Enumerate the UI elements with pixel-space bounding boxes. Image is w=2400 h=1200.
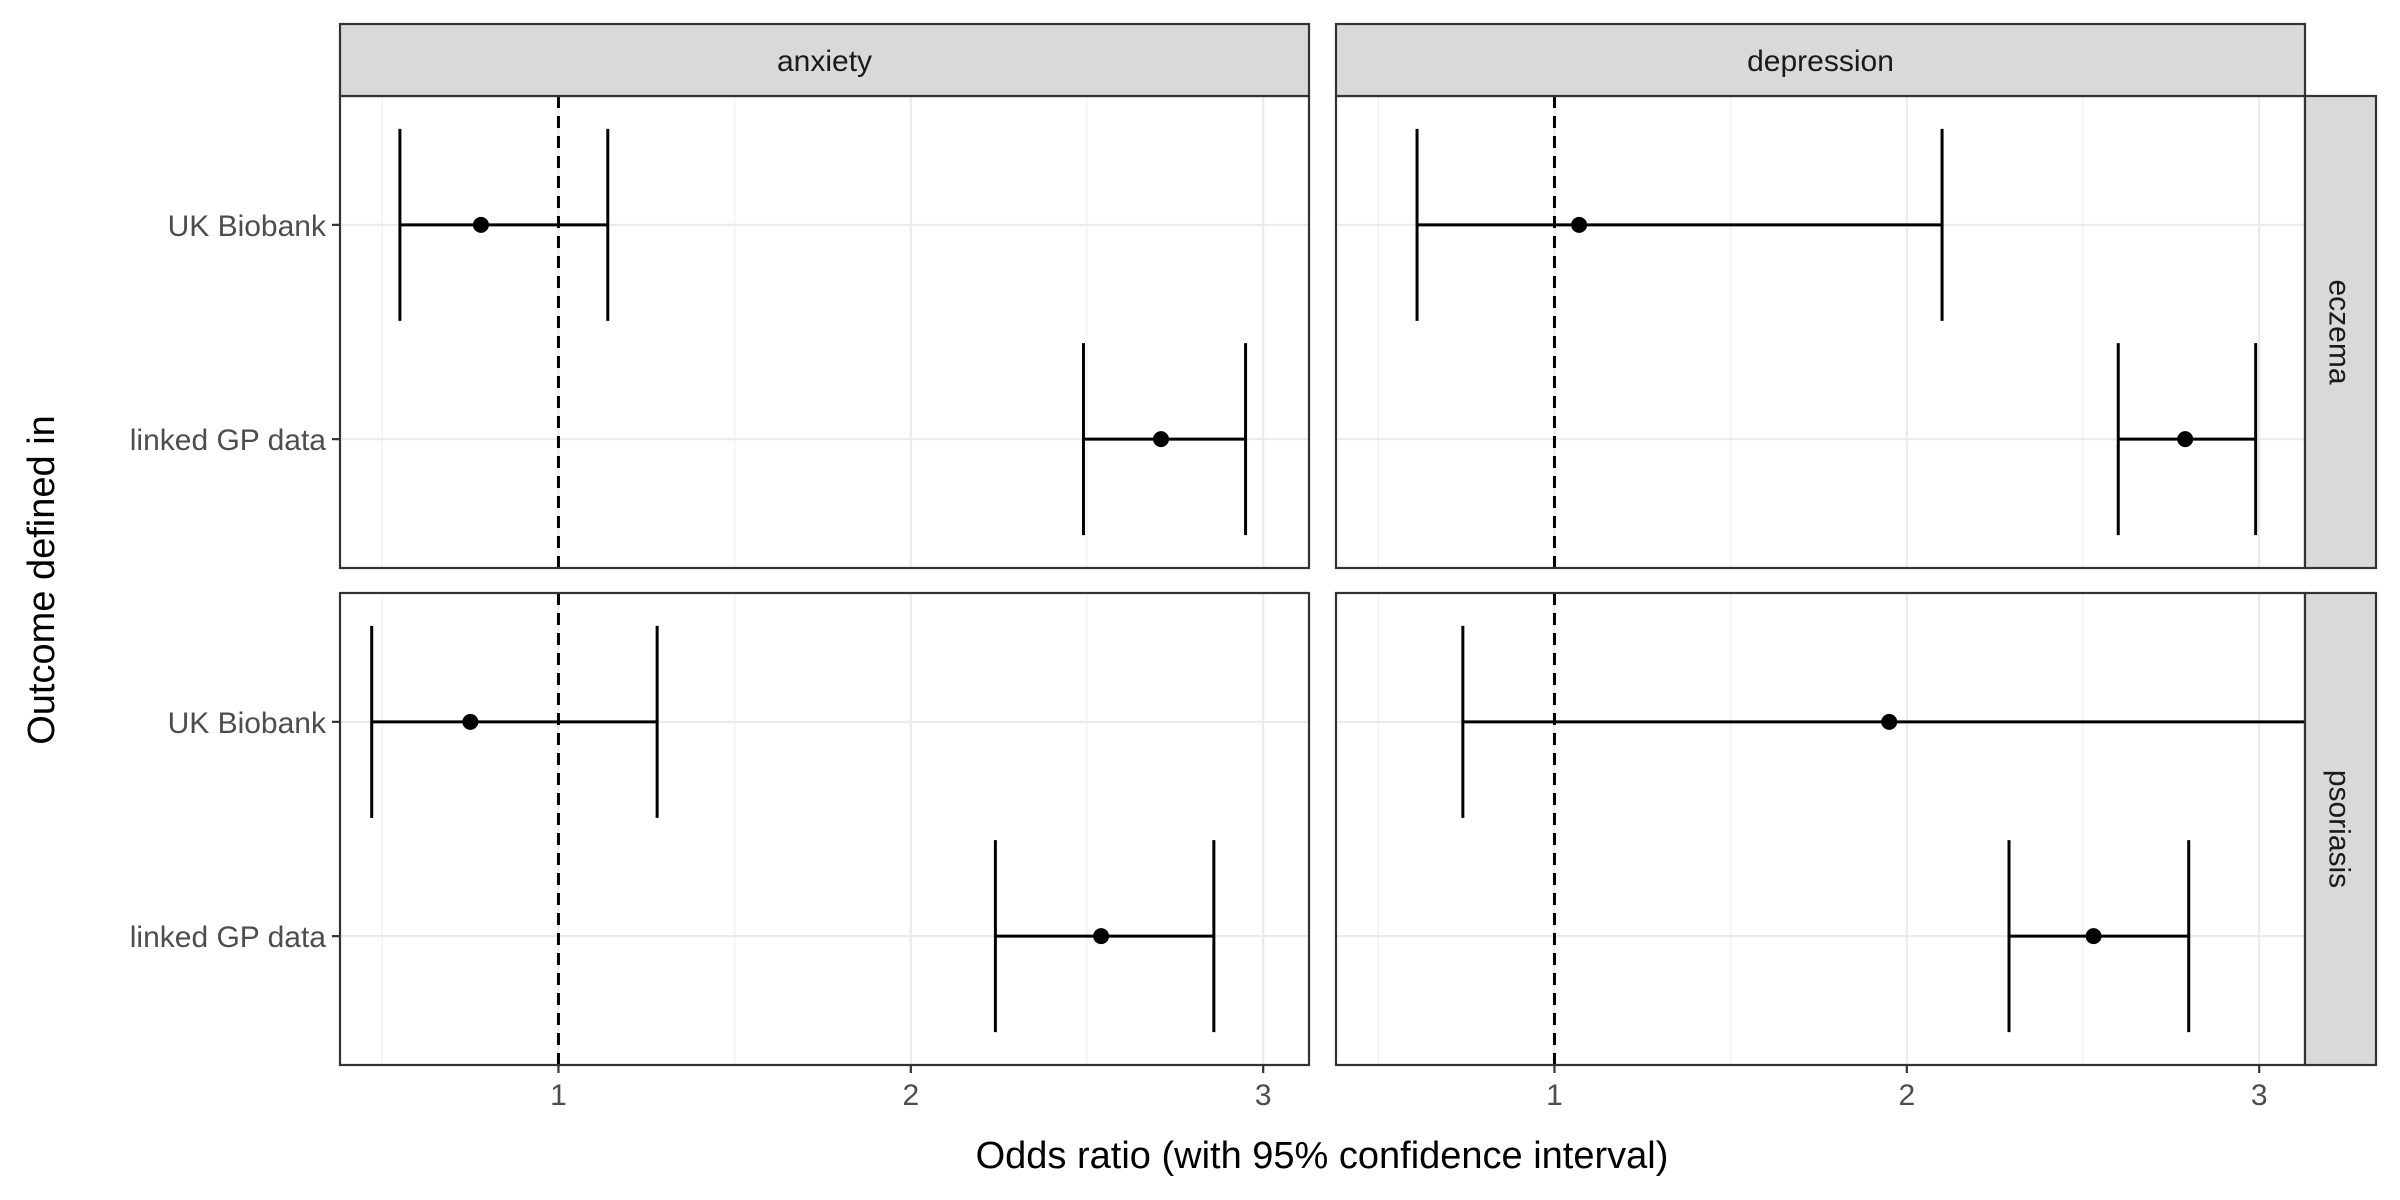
facet-row-label: eczema	[2323, 279, 2356, 384]
point-estimate	[1153, 431, 1170, 448]
panel-psoriasis-depression	[1334, 591, 2307, 1067]
x-tick-label: 2	[902, 1079, 919, 1112]
point-estimate	[472, 216, 489, 233]
panel-background	[1336, 593, 2305, 1065]
panel-border	[338, 591, 1311, 1067]
facet-column-label: depression	[1747, 45, 1894, 78]
facet-row-strip	[2303, 94, 2378, 570]
panel-psoriasis-anxiety	[338, 591, 1311, 1067]
facet-row-label: psoriasis	[2323, 770, 2356, 888]
facet-column-strip	[1334, 22, 2307, 98]
point-estimate	[1093, 928, 1110, 945]
facet-column-label: anxiety	[777, 45, 872, 78]
y-tick-label: linked GP data	[130, 424, 327, 457]
panels-layer	[338, 94, 2307, 1067]
point-estimate	[462, 713, 479, 730]
y-tick-label: UK Biobank	[168, 707, 327, 740]
x-tick-label: 1	[550, 1079, 567, 1112]
y-tick-label: UK Biobank	[168, 210, 327, 243]
panel-eczema-anxiety	[338, 94, 1311, 570]
point-estimate	[2085, 928, 2102, 945]
x-tick-label: 3	[1255, 1079, 1272, 1112]
facet-row-strip	[2303, 591, 2378, 1067]
point-estimate	[1881, 713, 1898, 730]
panel-background	[340, 96, 1309, 568]
x-tick-label: 1	[1546, 1079, 1563, 1112]
point-estimate	[2177, 431, 2194, 448]
x-tick-label: 2	[1898, 1079, 1915, 1112]
panel-background	[340, 593, 1309, 1065]
point-estimate	[1571, 216, 1588, 233]
panel-background	[1336, 96, 2305, 568]
panel-eczema-depression	[1334, 94, 2307, 570]
facet-column-strip	[338, 22, 1311, 98]
x-axis-title: Odds ratio (with 95% confidence interval…	[976, 1135, 1669, 1177]
x-tick-label: 3	[2251, 1079, 2268, 1112]
y-tick-label: linked GP data	[130, 921, 327, 954]
labels-layer: anxiety depression eczema psoriasis UK Bioba…	[130, 22, 2378, 1112]
y-axis-title: Outcome defined in	[21, 415, 63, 745]
